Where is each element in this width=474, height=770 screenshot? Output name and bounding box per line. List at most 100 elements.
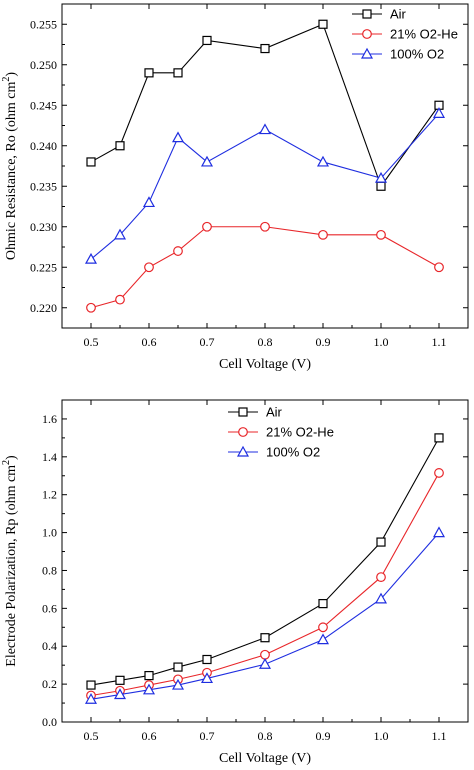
data-point <box>202 654 212 665</box>
data-point <box>260 43 270 54</box>
x-tick-label: 0.8 <box>258 335 273 349</box>
data-point <box>374 171 388 183</box>
y-tick-label: 1.4 <box>42 450 57 464</box>
x-tick-label: 0.5 <box>84 335 99 349</box>
y-tick-label: 0.2 <box>42 677 57 691</box>
legend-marker <box>360 47 374 59</box>
y-tick-label: 0.235 <box>30 179 57 193</box>
x-tick-label: 0.7 <box>200 729 215 743</box>
data-point <box>171 678 185 690</box>
data-point <box>318 599 328 609</box>
y-tick-label: 0.0 <box>42 715 57 729</box>
legend-label: 21% O2-He <box>390 27 458 42</box>
y-tick-label: 0.220 <box>30 301 57 315</box>
chart-panel-1: 0.5 0.6 0.7 0.8 0.9 1.0 1.1 0.220 0.225 0.230 0.23… <box>1 3 469 372</box>
data-point <box>434 468 444 478</box>
data-point <box>86 680 96 690</box>
x-tick-label: 0.8 <box>258 729 273 743</box>
data-point <box>171 131 185 143</box>
data-point <box>316 155 330 167</box>
data-point <box>316 633 330 645</box>
y-axis-title: Electrode Polarization, Rp (ohm cm2) <box>1 455 19 667</box>
y-tick-label: 0.255 <box>30 17 57 31</box>
data-point <box>376 181 386 191</box>
data-point <box>86 302 96 313</box>
series-line-1 <box>90 437 440 686</box>
data-point <box>115 294 125 305</box>
data-point <box>142 683 156 695</box>
legend-label: 21% O2-He <box>266 425 334 440</box>
legend-marker <box>238 427 248 437</box>
data-point <box>200 155 214 167</box>
x-tick-label: 0.9 <box>316 729 331 743</box>
data-point <box>318 19 328 29</box>
data-point <box>374 592 388 604</box>
data-point <box>258 123 272 135</box>
data-point <box>432 526 446 538</box>
data-point <box>432 107 446 118</box>
data-point <box>376 572 386 582</box>
legend-label: 100% O2 <box>390 47 444 62</box>
x-axis-title: Cell Voltage (V) <box>219 357 311 372</box>
data-point <box>260 633 270 643</box>
x-tick-label: 1.0 <box>374 729 389 743</box>
y-axis-title: Ohmic Resistance, Ro (ohm cm2) <box>1 72 19 260</box>
data-point <box>173 662 183 672</box>
y-tick-label: 0.6 <box>42 601 57 615</box>
x-tick-label: 0.6 <box>142 729 157 743</box>
data-point <box>434 433 444 443</box>
y-tick-label: 0.250 <box>30 58 57 72</box>
series-line-3 <box>90 112 440 260</box>
series-line-2 <box>90 226 440 309</box>
x-tick-label: 0.6 <box>142 335 157 349</box>
data-point <box>434 262 444 273</box>
legend-marker <box>362 9 372 19</box>
legend-marker <box>362 29 372 39</box>
data-point <box>200 672 214 684</box>
plot-frame <box>61 399 469 723</box>
data-point <box>144 68 154 78</box>
data-point <box>113 688 127 700</box>
y-tick-label: 1.0 <box>42 526 57 540</box>
series-line-3 <box>90 532 440 700</box>
y-tick-label: 0.225 <box>30 260 57 274</box>
x-tick-label: 1.0 <box>374 335 389 349</box>
y-tick-label: 0.4 <box>42 639 57 653</box>
data-point <box>260 221 270 232</box>
data-point <box>115 675 125 685</box>
data-point <box>142 196 156 208</box>
x-tick-label: 0.5 <box>84 729 99 743</box>
legend-label: 100% O2 <box>266 445 320 460</box>
x-tick-label: 0.7 <box>200 335 215 349</box>
data-point <box>144 670 154 681</box>
y-tick-label: 1.6 <box>42 412 57 426</box>
data-point <box>84 252 98 264</box>
legend-marker <box>238 407 248 417</box>
data-point <box>260 649 270 660</box>
data-point <box>86 157 96 167</box>
y-tick-label: 0.8 <box>42 563 57 577</box>
data-point <box>144 262 154 273</box>
x-axis-title: Cell Voltage (V) <box>219 751 311 766</box>
x-tick-label: 1.1 <box>432 729 447 743</box>
data-point <box>318 622 328 633</box>
legend-marker <box>236 445 250 457</box>
chart-panel-2: 0.5 0.6 0.7 0.8 0.9 1.0 1.1 0.0 0.2 0.4 0.6 0.8 1.0 1… <box>1 399 469 766</box>
data-point <box>173 68 183 78</box>
data-point <box>173 246 183 256</box>
x-tick-label: 1.1 <box>432 335 447 349</box>
y-tick-label: 1.2 <box>42 488 57 502</box>
data-point <box>258 657 272 669</box>
data-point <box>202 221 212 232</box>
data-point <box>113 228 127 240</box>
data-point <box>84 693 98 704</box>
data-point <box>376 537 386 547</box>
data-point <box>376 229 386 240</box>
y-tick-label: 0.240 <box>30 139 57 153</box>
y-tick-label: 0.245 <box>30 98 57 112</box>
x-tick-label: 0.9 <box>316 335 331 349</box>
y-tick-label: 0.230 <box>30 220 57 234</box>
legend-label: Air <box>390 7 407 22</box>
data-point <box>202 35 212 46</box>
